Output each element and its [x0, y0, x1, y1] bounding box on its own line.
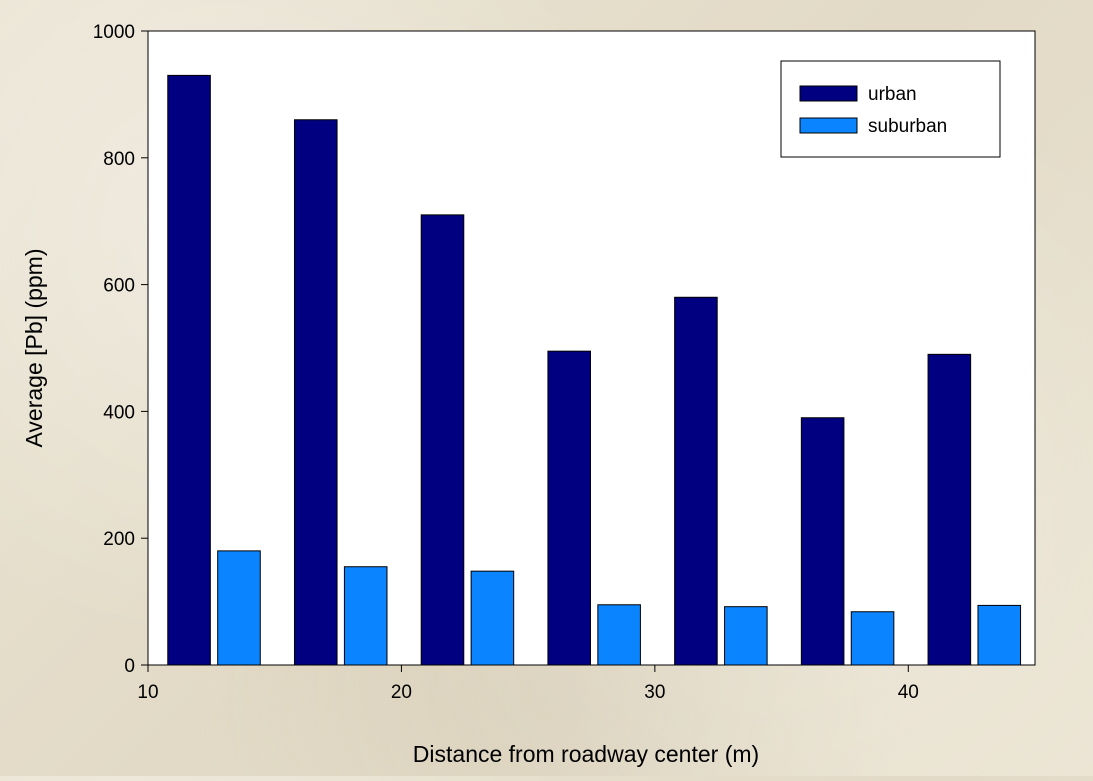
x-axis-title: Distance from roadway center (m)	[413, 741, 759, 767]
legend-swatch-urban	[799, 85, 858, 102]
bar-urban-32.5	[674, 296, 718, 666]
bar-suburban-37.5	[850, 611, 895, 666]
bar-urban-42.5	[927, 353, 972, 666]
bar-suburban-42.5	[977, 604, 1022, 666]
y-tick-label-0: 0	[124, 656, 135, 677]
plot-frame	[147, 30, 1036, 666]
bar-suburban-12.5	[217, 550, 261, 666]
y-tick-label-200: 200	[103, 529, 135, 550]
bar-urban-17.5	[293, 119, 338, 666]
x-tick-label-10: 10	[137, 682, 158, 703]
bar-urban-12.5	[167, 74, 211, 666]
legend-swatch-suburban	[799, 117, 858, 134]
legend: urban suburban	[780, 60, 1001, 158]
bar-urban-22.5	[420, 214, 465, 666]
y-tick-label-600: 600	[103, 276, 135, 297]
bar-suburban-17.5	[343, 566, 388, 666]
bars-group	[167, 74, 1022, 666]
bar-suburban-22.5	[470, 570, 515, 666]
y-tick-label-400: 400	[103, 402, 135, 423]
legend-label-suburban: suburban	[868, 116, 947, 137]
bar-suburban-32.5	[724, 606, 768, 666]
legend-box	[780, 60, 1001, 158]
x-axis: 10 20 30 40	[137, 665, 919, 703]
y-axis: 0 200 400 600 800 1000	[93, 22, 148, 677]
x-tick-label-20: 20	[391, 682, 412, 703]
y-tick-label-1000: 1000	[93, 22, 135, 43]
bar-urban-27.5	[547, 350, 591, 666]
bar-suburban-27.5	[597, 604, 641, 666]
y-tick-label-800: 800	[103, 149, 135, 170]
x-tick-label-40: 40	[898, 682, 919, 703]
bar-urban-37.5	[800, 417, 845, 666]
legend-label-urban: urban	[868, 84, 917, 105]
y-axis-title: Average [Pb] (ppm)	[21, 248, 47, 447]
x-tick-label-30: 30	[644, 682, 665, 703]
